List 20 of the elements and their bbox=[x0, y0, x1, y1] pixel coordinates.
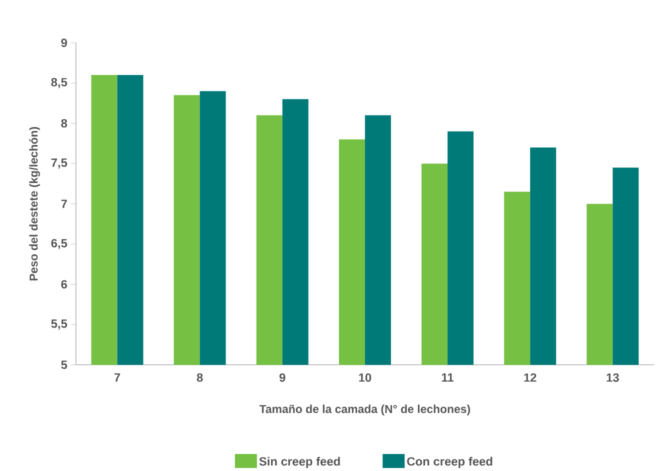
y-tick-label: 7,5 bbox=[51, 158, 68, 169]
y-tick-label: 6 bbox=[61, 280, 68, 289]
y-tick-label: 6,5 bbox=[51, 238, 68, 250]
y-tick-label: 8,5 bbox=[51, 78, 68, 88]
legend-label: Sin creep feed bbox=[259, 456, 340, 468]
x-tick-label: 10 bbox=[359, 373, 372, 382]
y-tick-label: 9 bbox=[61, 38, 67, 48]
x-tick-label: 11 bbox=[442, 373, 454, 382]
x-tick-label: 8 bbox=[196, 373, 203, 382]
legend-label: Con creep feed bbox=[407, 456, 492, 468]
x-tick-label: 12 bbox=[524, 373, 536, 382]
x-tick-label: 13 bbox=[606, 373, 619, 382]
y-tick-label: 8 bbox=[61, 119, 68, 128]
x-tick-label: 7 bbox=[114, 373, 120, 382]
y-axis-title: Peso del destete (kg/lechón) bbox=[29, 127, 40, 280]
y-tick-label: 5,5 bbox=[51, 320, 68, 330]
y-tick-label: 7 bbox=[61, 200, 67, 208]
x-axis-title: Tamaño de la camada (N° de lechones) bbox=[259, 404, 470, 416]
y-tick-label: 5 bbox=[61, 360, 68, 369]
x-tick-label: 9 bbox=[279, 373, 286, 382]
